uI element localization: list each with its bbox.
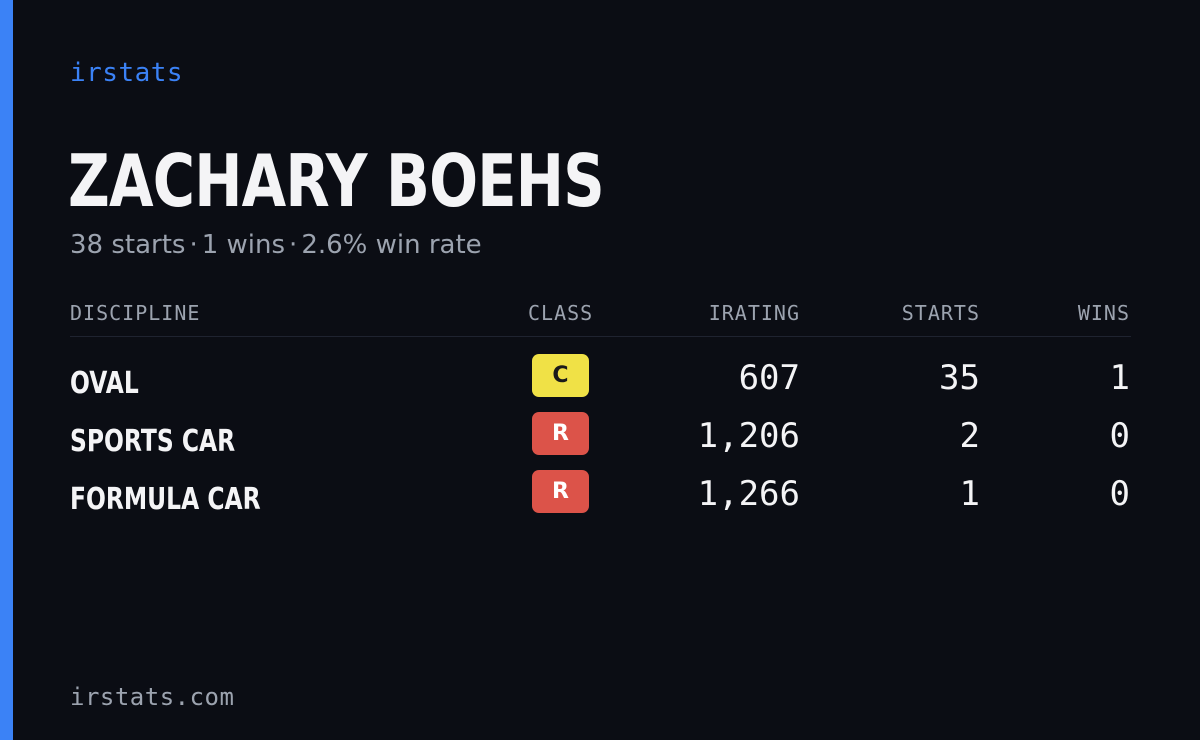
- wins-value: 0: [1109, 474, 1130, 514]
- footer-url[interactable]: irstats.com: [70, 683, 235, 711]
- discipline-name: SPORTS CAR: [70, 424, 236, 459]
- license-class-badge: R: [532, 412, 589, 455]
- header-irating: IRATING: [708, 301, 800, 325]
- table-row: SPORTS CAR R 1,206 2 0: [70, 412, 1131, 460]
- header-wins: WINS: [1077, 301, 1130, 325]
- header-discipline: DISCIPLINE: [70, 301, 201, 325]
- license-class-badge: C: [532, 354, 589, 397]
- player-summary: 38 starts · 1 wins · 2.6% win rate: [70, 228, 482, 262]
- discipline-name: OVAL: [70, 366, 139, 401]
- header-starts: STARTS: [901, 301, 980, 325]
- starts-value: 35: [939, 358, 980, 398]
- table-row: FORMULA CAR R 1,266 1 0: [70, 470, 1131, 518]
- win-rate-summary: 2.6% win rate: [301, 230, 482, 260]
- summary-separator: ·: [189, 230, 198, 260]
- player-name: ZACHARY BOEHS: [68, 139, 605, 223]
- irating-value: 1,266: [697, 474, 800, 514]
- starts-summary: 38 starts: [70, 230, 186, 260]
- brand-logo[interactable]: irstats: [70, 58, 184, 88]
- discipline-name: FORMULA CAR: [70, 482, 261, 517]
- starts-value: 1: [959, 474, 980, 514]
- irating-value: 1,206: [697, 416, 800, 456]
- accent-bar: [0, 0, 13, 740]
- irating-value: 607: [738, 358, 800, 398]
- starts-value: 2: [959, 416, 980, 456]
- wins-value: 1: [1109, 358, 1130, 398]
- license-class-badge: R: [532, 470, 589, 513]
- wins-value: 0: [1109, 416, 1130, 456]
- header-class: CLASS: [528, 301, 594, 325]
- summary-separator: ·: [289, 230, 298, 260]
- table-header: DISCIPLINE CLASS IRATING STARTS WINS: [70, 300, 1131, 337]
- wins-summary: 1 wins: [201, 230, 286, 260]
- table-row: OVAL C 607 35 1: [70, 354, 1131, 402]
